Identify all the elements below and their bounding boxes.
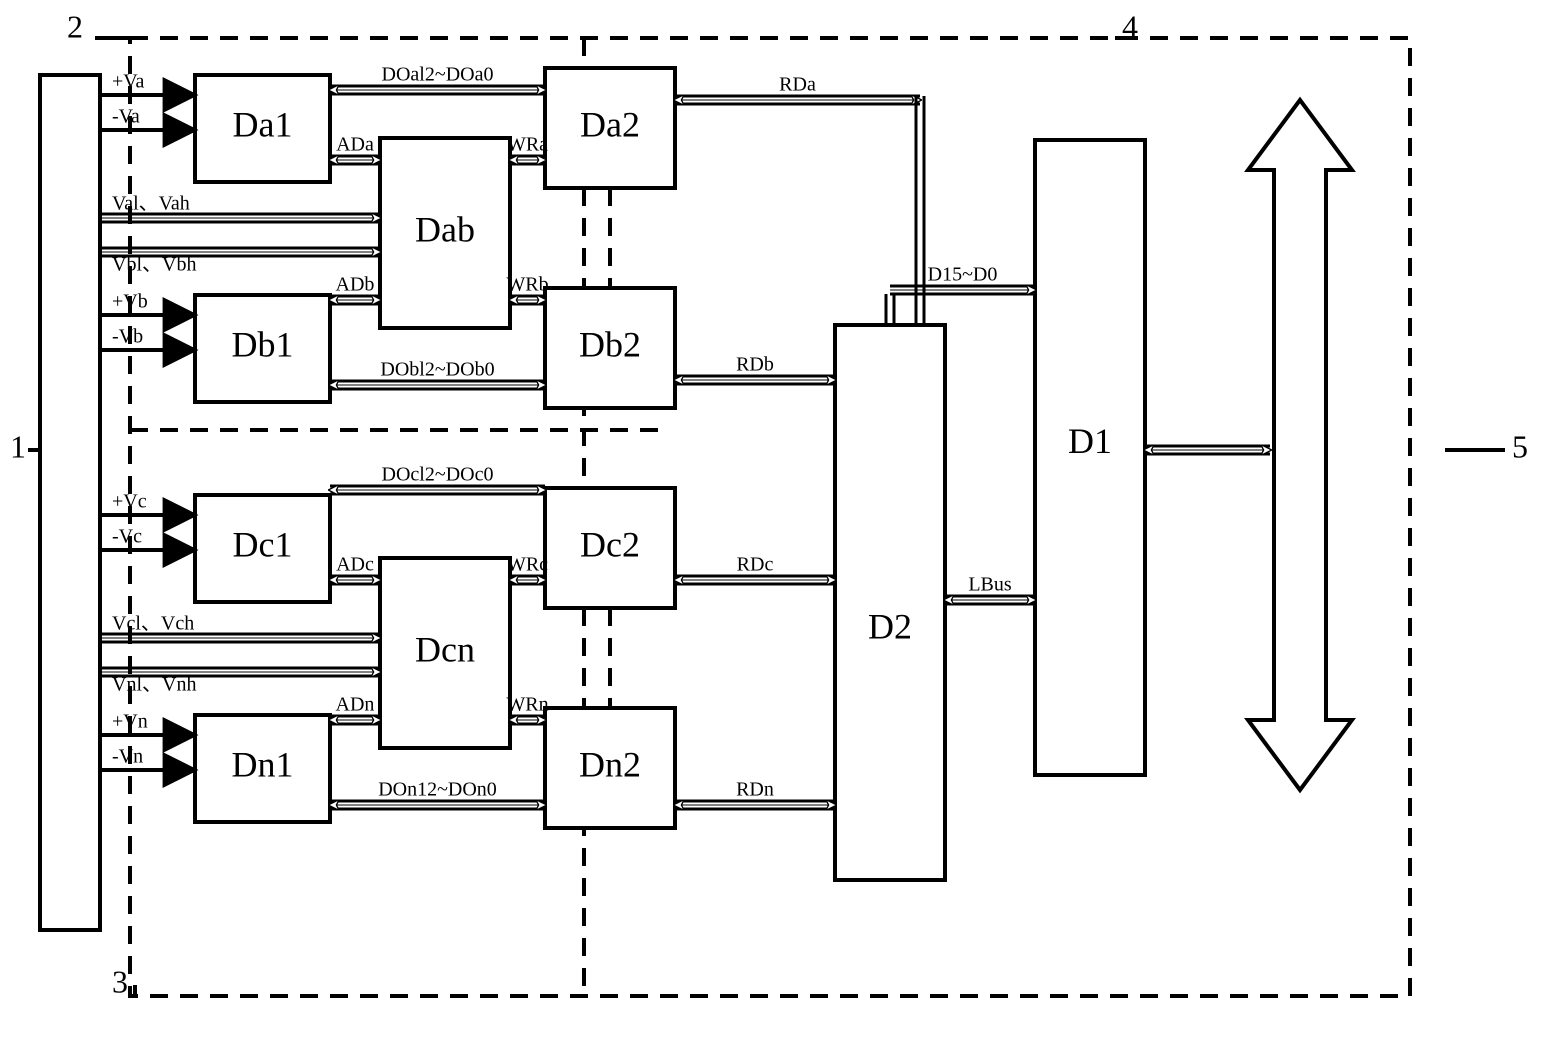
svg-text:-Vb: -Vb — [112, 326, 143, 348]
svg-text:DOal2~DOa0: DOal2~DOa0 — [382, 64, 494, 86]
svg-text:ADb: ADb — [336, 274, 375, 296]
svg-text:Da1: Da1 — [233, 104, 293, 144]
svg-text:+Vn: +Vn — [112, 711, 148, 733]
svg-text:2: 2 — [67, 8, 83, 44]
svg-text:RDn: RDn — [736, 779, 774, 801]
svg-text:Dc2: Dc2 — [580, 524, 640, 564]
svg-text:WRn: WRn — [506, 694, 548, 716]
svg-text:ADa: ADa — [336, 134, 374, 156]
svg-text:Dc1: Dc1 — [233, 524, 293, 564]
svg-text:RDb: RDb — [736, 354, 774, 376]
svg-text:3: 3 — [112, 963, 128, 999]
svg-text:1: 1 — [10, 428, 26, 464]
svg-text:Dcn: Dcn — [415, 629, 475, 669]
svg-text:+Vb: +Vb — [112, 291, 148, 313]
svg-text:RDa: RDa — [779, 74, 816, 96]
svg-text:5: 5 — [1512, 428, 1528, 464]
svg-text:WRa: WRa — [507, 134, 548, 156]
svg-text:Da2: Da2 — [580, 104, 640, 144]
svg-text:+Vc: +Vc — [112, 491, 147, 513]
svg-text:+Va: +Va — [112, 71, 145, 93]
svg-text:Dn2: Dn2 — [579, 744, 641, 784]
svg-text:WRc: WRc — [507, 554, 548, 576]
block-diagram: 12345Da1Db1Dc1Dn1DabDcnDa2Db2Dc2Dn2D2D1+… — [0, 0, 1557, 1045]
svg-text:DOn12~DOn0: DOn12~DOn0 — [378, 779, 497, 801]
svg-text:-Vc: -Vc — [112, 526, 142, 548]
svg-text:D1: D1 — [1068, 421, 1112, 461]
svg-text:Dn1: Dn1 — [232, 744, 294, 784]
svg-text:Vnl、Vnh: Vnl、Vnh — [112, 674, 196, 696]
svg-text:Dab: Dab — [415, 209, 475, 249]
svg-text:D15~D0: D15~D0 — [928, 264, 998, 286]
svg-text:LBus: LBus — [968, 574, 1012, 596]
svg-text:ADc: ADc — [336, 554, 374, 576]
svg-text:-Va: -Va — [112, 106, 140, 128]
svg-text:ADn: ADn — [336, 694, 375, 716]
svg-text:WRb: WRb — [506, 274, 548, 296]
svg-text:D2: D2 — [868, 607, 912, 647]
svg-text:Db1: Db1 — [232, 324, 294, 364]
svg-text:Vcl、Vch: Vcl、Vch — [112, 613, 194, 635]
svg-text:-Vn: -Vn — [112, 746, 143, 768]
svg-text:Val、Vah: Val、Vah — [112, 193, 190, 215]
svg-text:DOcl2~DOc0: DOcl2~DOc0 — [382, 464, 494, 486]
svg-text:Vbl、Vbh: Vbl、Vbh — [112, 254, 196, 276]
svg-text:RDc: RDc — [737, 554, 774, 576]
svg-text:Db2: Db2 — [579, 324, 641, 364]
svg-text:DObl2~DOb0: DObl2~DOb0 — [380, 359, 494, 381]
